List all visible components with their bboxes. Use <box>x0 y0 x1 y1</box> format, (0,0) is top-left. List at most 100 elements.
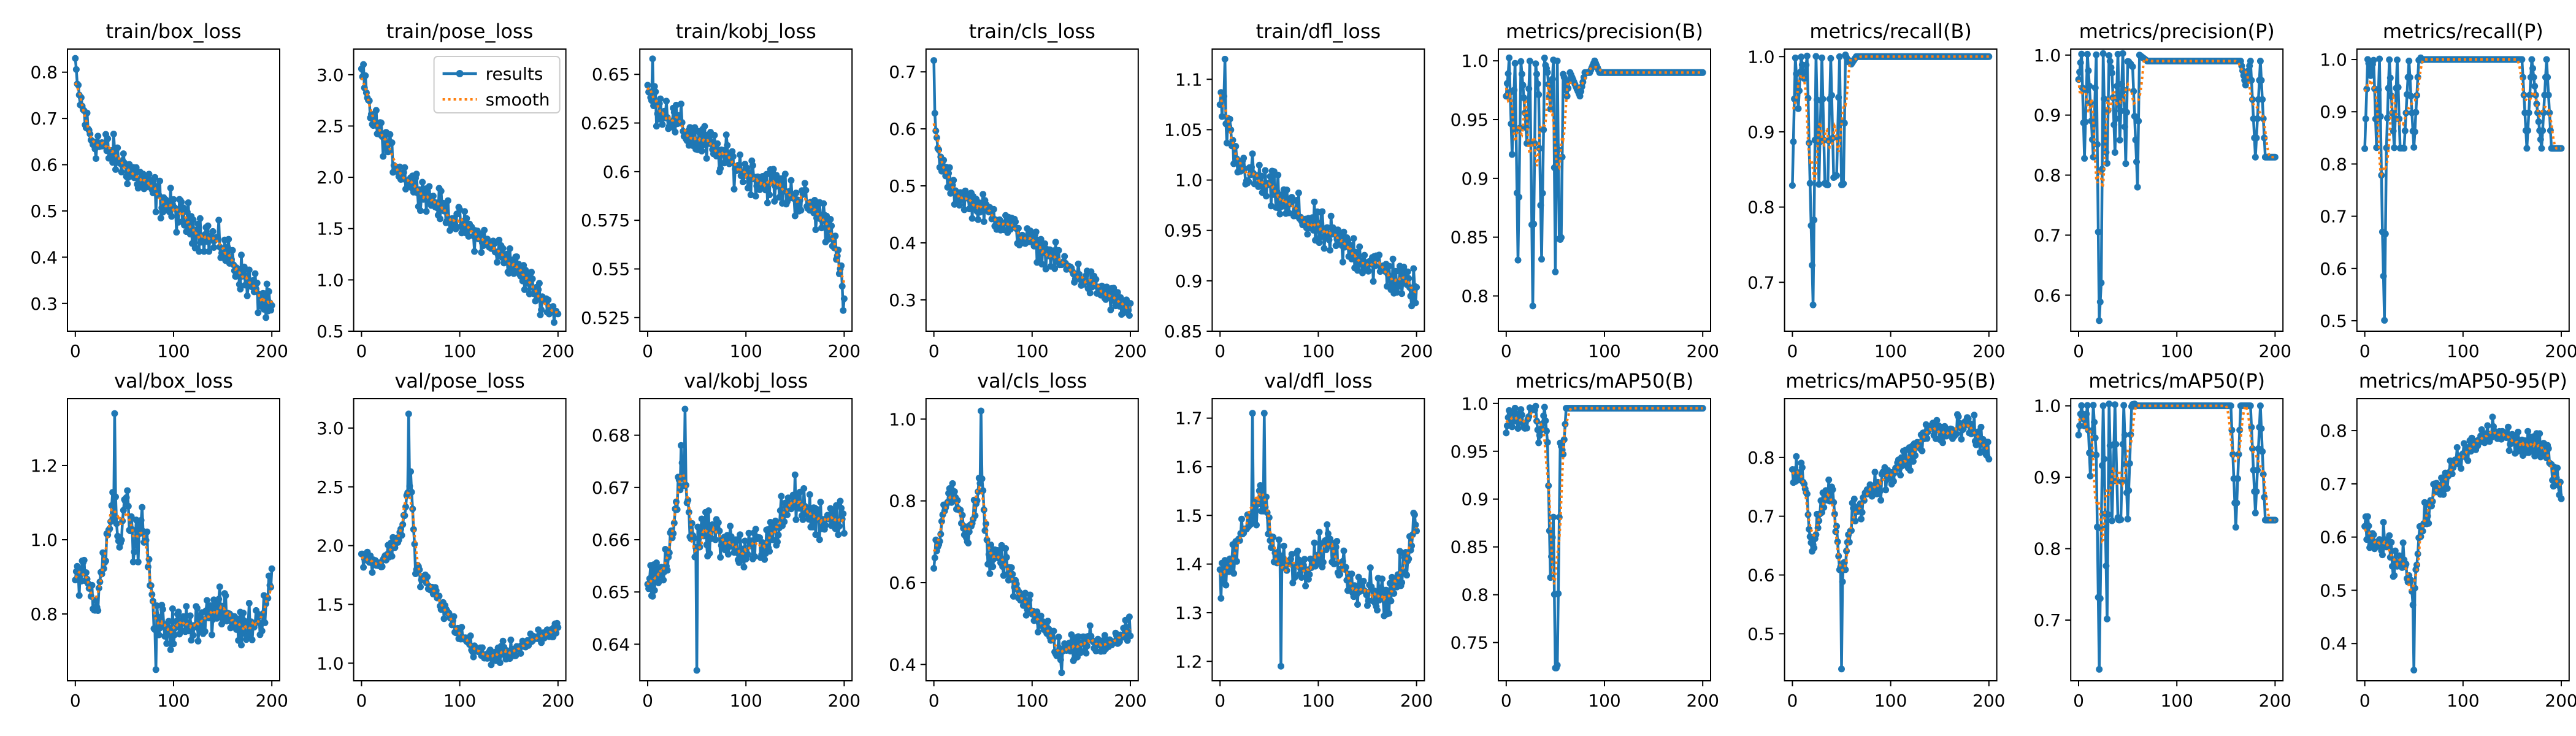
results-point <box>1398 290 1406 297</box>
results-point <box>806 491 813 498</box>
results-point <box>2109 69 2115 77</box>
y-tick-label: 0.9 <box>2034 467 2061 488</box>
results-point <box>827 216 834 223</box>
y-tick-label: 0.8 <box>889 491 916 512</box>
results-point <box>545 296 552 304</box>
results-point <box>1540 126 1547 134</box>
results-point <box>968 215 976 222</box>
y-tick-label: 3.0 <box>316 418 344 439</box>
results-point <box>2368 66 2375 74</box>
results-point <box>537 311 544 318</box>
smooth-line <box>360 77 559 315</box>
results-point <box>224 243 231 251</box>
legend-label: results <box>486 64 543 84</box>
results-point <box>810 209 818 217</box>
series-group <box>358 410 562 669</box>
x-tick-label: 100 <box>1874 341 1907 361</box>
results-point <box>167 646 174 653</box>
y-tick-label: 0.6 <box>603 162 631 182</box>
results-point <box>1253 521 1260 529</box>
y-tick-label: 0.8 <box>1747 197 1775 218</box>
results-point <box>550 319 558 326</box>
results-point <box>521 286 528 293</box>
results-point <box>791 212 799 220</box>
results-point <box>791 471 799 478</box>
results-point <box>994 547 1002 554</box>
results-point <box>2362 115 2369 123</box>
results-point <box>1508 423 1516 431</box>
results-point <box>424 573 431 581</box>
results-point <box>417 207 424 214</box>
results-point <box>1839 578 1846 585</box>
results-point <box>701 123 708 130</box>
smooth-line <box>646 472 846 586</box>
results-point <box>2120 402 2128 409</box>
results-point <box>659 121 666 128</box>
results-point <box>2382 230 2389 237</box>
results-point <box>650 102 657 109</box>
results-point <box>1382 586 1390 594</box>
results-point <box>2131 113 2138 120</box>
y-tick-label: 0.9 <box>2034 105 2061 126</box>
results-point <box>740 564 748 571</box>
results-point <box>1792 54 1799 61</box>
results-point <box>655 579 662 586</box>
results-point <box>1897 472 1904 479</box>
x-tick-label: 200 <box>2259 341 2291 361</box>
results-point <box>1249 150 1256 158</box>
smooth-line <box>1505 66 1703 171</box>
results-point <box>840 307 847 314</box>
results-point <box>173 229 180 236</box>
results-point <box>450 613 458 620</box>
results-point <box>1083 650 1090 657</box>
results-point <box>812 226 819 233</box>
series-group <box>72 410 275 673</box>
results-point <box>930 565 938 572</box>
results-point <box>2539 127 2547 134</box>
results-point <box>209 631 215 638</box>
results-point <box>263 280 270 288</box>
results-point <box>1339 558 1346 565</box>
results-point <box>124 487 131 494</box>
results-point <box>1230 570 1238 577</box>
results-point <box>729 153 737 160</box>
y-tick-label: 1.2 <box>1175 651 1203 672</box>
results-point <box>535 626 542 634</box>
results-point <box>1240 155 1248 162</box>
results-point <box>742 537 749 545</box>
results-point <box>156 177 164 185</box>
results-point <box>2112 440 2120 448</box>
results-point <box>743 164 751 172</box>
results-point <box>494 259 500 266</box>
results-point <box>744 551 751 558</box>
results-point <box>1230 160 1238 167</box>
results-point <box>2085 67 2092 74</box>
results-point <box>2078 402 2085 409</box>
results-point <box>1543 427 1550 435</box>
results-point <box>504 250 510 258</box>
results-point <box>372 107 380 114</box>
results-point <box>400 169 407 176</box>
results-point <box>2259 96 2266 103</box>
results-point <box>2484 422 2491 429</box>
results-point <box>407 468 414 475</box>
y-tick-label: 0.575 <box>581 210 630 231</box>
results-point <box>956 202 963 209</box>
results-point <box>2096 665 2103 673</box>
x-tick-label: 200 <box>255 691 288 711</box>
results-point <box>1405 275 1413 282</box>
results-point <box>2099 462 2106 469</box>
results-point <box>185 199 192 206</box>
results-point <box>2099 402 2107 410</box>
results-point <box>1370 278 1377 285</box>
results-point <box>1520 94 1528 101</box>
results-point <box>1316 239 1323 247</box>
y-tick-label: 0.7 <box>2034 610 2061 631</box>
results-point <box>72 55 79 62</box>
results-point <box>2095 228 2102 236</box>
y-tick-label: 1.0 <box>1461 51 1489 71</box>
results-point <box>245 600 253 607</box>
smooth-line <box>2363 58 2561 178</box>
results-point <box>2249 445 2256 452</box>
results-point <box>2233 499 2241 507</box>
